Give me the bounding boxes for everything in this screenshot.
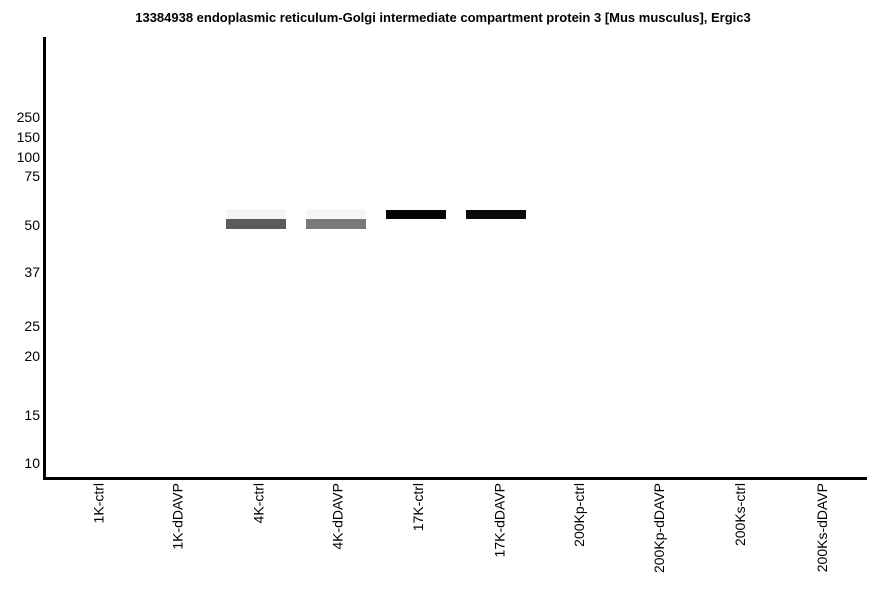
chart-title: 13384938 endoplasmic reticulum-Golgi int…	[135, 10, 751, 25]
y-tick-label: 100	[16, 149, 40, 165]
y-tick-label: 150	[16, 129, 40, 145]
blot-band-4K-ctrl	[226, 219, 286, 229]
x-tick-label: 4K-dDAVP	[330, 483, 346, 550]
x-tick-label: 4K-ctrl	[250, 483, 266, 524]
x-tick-label: 200Ks-dDAVP	[814, 483, 830, 573]
blot-band-4K-ctrl	[226, 209, 286, 219]
x-tick-label: 200Kp-dDAVP	[651, 483, 667, 574]
y-tick-label: 75	[24, 168, 40, 184]
blot-band-4K-dDAVP	[306, 219, 366, 229]
blot-band-4K-dDAVP	[306, 209, 366, 219]
x-tick-label: 200Kp-ctrl	[571, 483, 587, 547]
y-tick-label: 15	[24, 407, 40, 423]
y-tick-label: 37	[24, 264, 40, 280]
blot-band-17K-ctrl	[386, 210, 446, 219]
x-tick-label: 17K-dDAVP	[491, 483, 507, 558]
x-axis-line	[43, 477, 867, 480]
y-tick-label: 250	[16, 109, 40, 125]
y-tick-label: 20	[24, 348, 40, 364]
x-tick-label: 1K-dDAVP	[170, 483, 186, 550]
y-tick-label: 50	[24, 217, 40, 233]
x-tick-label: 17K-ctrl	[410, 483, 426, 532]
x-tick-label: 200Ks-ctrl	[732, 483, 748, 547]
blot-band-17K-dDAVP	[466, 210, 526, 219]
y-tick-label: 10	[24, 455, 40, 471]
y-axis-line	[43, 37, 46, 480]
y-tick-label: 25	[24, 318, 40, 334]
x-tick-label: 1K-ctrl	[90, 483, 106, 524]
